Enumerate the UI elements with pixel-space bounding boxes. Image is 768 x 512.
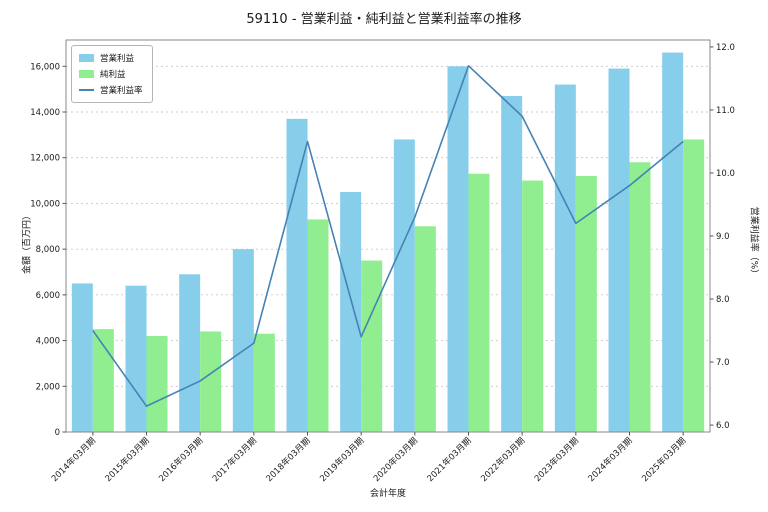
x-tick-label: 2016年03月期 xyxy=(157,435,206,484)
bar xyxy=(146,336,168,432)
y-axis-label-left: 金額（百万円） xyxy=(22,211,33,275)
bar xyxy=(125,285,147,432)
y-tick-label-left: 10,000 xyxy=(30,199,60,209)
x-tick-label: 2024年03月期 xyxy=(586,435,635,484)
y-tick-label-left: 2,000 xyxy=(36,382,60,392)
bar xyxy=(662,52,684,432)
legend-item-net-profit: 純利益 xyxy=(79,68,143,80)
bar xyxy=(307,219,329,432)
bar xyxy=(340,192,362,432)
chart-title: 59110 - 営業利益・純利益と営業利益率の推移 xyxy=(246,12,522,27)
y-tick-label-right: 11.0 xyxy=(716,106,735,116)
y-tick-label-left: 6,000 xyxy=(36,291,60,301)
legend-swatch-operating-profit xyxy=(79,54,94,62)
bar xyxy=(393,139,415,432)
x-tick-label: 2022年03月期 xyxy=(479,435,528,484)
bar xyxy=(608,68,630,433)
y-tick-label-right: 6.0 xyxy=(716,421,730,431)
bar xyxy=(501,96,523,432)
bar xyxy=(683,139,705,432)
legend: 営業利益 純利益 営業利益率 xyxy=(71,45,153,103)
y-axis-label-right: 営業利益率（%） xyxy=(748,206,759,279)
legend-label: 営業利益率 xyxy=(100,86,143,96)
legend-label: 純利益 xyxy=(100,70,126,80)
line-series xyxy=(92,65,684,407)
x-tick-label: 2020年03月期 xyxy=(371,435,420,484)
x-tick-label: 2015年03月期 xyxy=(103,435,152,484)
bar xyxy=(253,333,275,432)
bar xyxy=(179,274,201,432)
y-tick-label-left: 4,000 xyxy=(36,337,60,347)
bar xyxy=(629,162,651,433)
bar xyxy=(200,331,222,432)
y-tick-label-right: 12.0 xyxy=(716,43,735,53)
bar xyxy=(71,283,93,432)
bar xyxy=(92,329,114,432)
legend-label: 営業利益 xyxy=(100,54,135,64)
bar xyxy=(361,260,383,432)
x-axis-label: 会計年度 xyxy=(369,489,406,499)
bar xyxy=(575,176,597,432)
legend-swatch-net-profit xyxy=(79,70,94,78)
y-tick-label-right: 8.0 xyxy=(716,295,730,305)
bar xyxy=(468,173,490,432)
bar xyxy=(232,249,254,432)
y-tick-label-left: 0 xyxy=(55,428,60,438)
x-tick-label: 2014年03月期 xyxy=(49,435,98,484)
y-tick-label-left: 8,000 xyxy=(36,245,60,255)
bar xyxy=(447,66,469,433)
x-tick-label: 2025年03月期 xyxy=(640,435,689,484)
legend-item-operating-margin: 営業利益率 xyxy=(79,84,143,96)
y-tick-label-left: 16,000 xyxy=(30,62,60,72)
x-tick-label: 2018年03月期 xyxy=(264,435,313,484)
bar xyxy=(414,226,436,432)
y-tick-label-right: 9.0 xyxy=(716,232,730,242)
x-tick-label: 2019年03月期 xyxy=(318,435,367,484)
y-tick-label-left: 12,000 xyxy=(30,154,60,164)
y-tick-label-right: 10.0 xyxy=(716,169,735,179)
legend-swatch-operating-margin xyxy=(79,89,94,91)
x-tick-label: 2023年03月期 xyxy=(532,435,581,484)
legend-item-operating-profit: 営業利益 xyxy=(79,52,143,64)
x-tick-label: 2021年03月期 xyxy=(425,435,474,484)
y-tick-label-left: 14,000 xyxy=(30,108,60,118)
y-tick-label-right: 7.0 xyxy=(716,358,730,368)
bar xyxy=(286,118,308,432)
bar xyxy=(554,84,576,433)
x-tick-label: 2017年03月期 xyxy=(210,435,259,484)
bar xyxy=(522,180,544,432)
